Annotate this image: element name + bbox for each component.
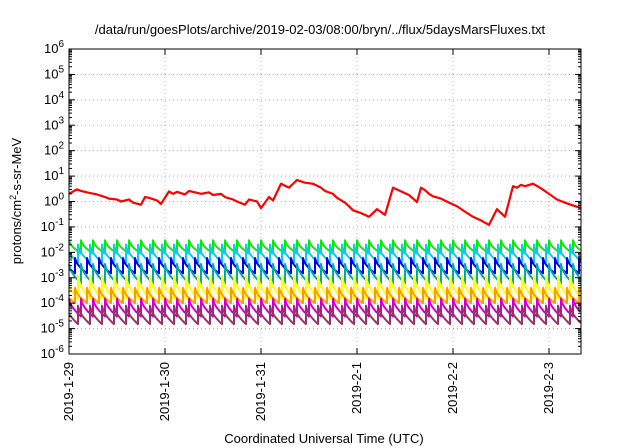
y-tick-label: 104 [44,90,64,107]
x-axis: 2019-1-29 2019-1-30 2019-1-31 2019-2-1 2019-… [61,49,556,421]
x-tick-label: 2019-1-30 [157,362,172,421]
y-tick-label: 105 [44,64,64,81]
y-axis-label-rest: -s-sr-MeV [9,137,24,194]
series-line-7 [68,286,582,305]
series-line-9 [68,304,582,326]
series-line-2 [68,239,581,255]
data-series [68,178,582,326]
chart-title: /data/run/goesPlots/archive/2019-02-03/0… [95,22,546,37]
y-tick-label: 10-5 [41,319,65,336]
y-tick-label: 100 [44,192,64,209]
y-axis-label-sup: 2 [8,195,18,200]
x-tick-label: 2019-2-3 [541,362,556,414]
y-tick-label: 10-3 [41,268,65,285]
grid-lines [68,49,581,354]
x-axis-label: Coordinated Universal Time (UTC) [224,431,423,446]
y-tick-label: 10-6 [41,344,65,361]
y-axis-label: protons/cm2-s-sr-MeV [8,137,24,264]
y-tick-label: 106 [44,39,64,56]
x-tick-label: 2019-1-31 [253,362,268,421]
series-line-1 [68,178,582,226]
y-tick-label: 10-1 [41,217,65,234]
series-line-5 [68,262,581,285]
series-line-8 [68,297,581,318]
x-tick-label: 2019-2-1 [349,362,364,414]
x-tick-label: 2019-1-29 [61,362,76,421]
y-tick-label: 10-2 [41,242,65,259]
y-tick-label: 103 [44,115,64,132]
x-tick-label: 2019-2-2 [445,362,460,414]
y-tick-label: 102 [44,141,64,158]
y-tick-label: 101 [44,166,64,183]
y-tick-label: 10-4 [41,293,65,310]
y-axis-label-base: protons/cm [9,200,24,264]
